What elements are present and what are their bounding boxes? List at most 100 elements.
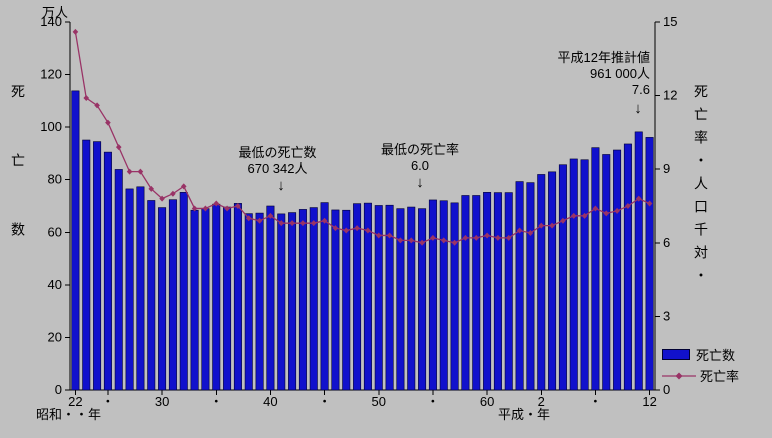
legend-deaths-label: 死亡数 <box>696 348 736 363</box>
annotation-min-rate: 最低の死亡率 6.0 <box>355 142 485 174</box>
rate-marker-icon <box>440 237 447 244</box>
left-axis-tick-label: 60 <box>48 224 62 239</box>
rate-marker-icon <box>332 225 339 232</box>
rate-marker-icon <box>386 232 393 239</box>
bar <box>298 209 307 391</box>
rate-marker-icon <box>148 185 155 192</box>
x-axis-tick-label: 60 <box>480 394 494 409</box>
bar <box>223 206 232 391</box>
right-axis-tick-label: 12 <box>663 88 677 103</box>
left-axis-tick-label: 80 <box>48 172 62 187</box>
annotation-min-deaths-title: 最低の死亡数 <box>238 145 317 160</box>
bar <box>537 174 546 391</box>
bar <box>374 205 383 391</box>
rate-marker-icon <box>278 220 285 227</box>
legend-line-swatch-icon <box>662 372 696 379</box>
bar <box>569 158 578 391</box>
rate-marker-icon <box>354 225 360 232</box>
x-axis-tick-label: ・ <box>101 394 114 409</box>
bar <box>125 188 134 391</box>
rate-marker-icon <box>126 168 133 175</box>
left-axis-tick-label: 0 <box>55 382 62 397</box>
x-axis-tick-label: 30 <box>155 394 169 409</box>
rate-marker-icon <box>646 200 653 207</box>
rate-marker-icon <box>321 217 328 224</box>
annotation-min-rate-arrow-icon: ↓ <box>416 174 424 191</box>
right-axis-tick-label: 15 <box>663 14 677 29</box>
rate-marker-icon <box>213 200 220 207</box>
bar <box>147 200 156 391</box>
rate-marker-icon <box>245 215 252 222</box>
rate-marker-icon <box>202 205 209 212</box>
rate-marker-icon <box>83 95 90 102</box>
rate-marker-icon <box>462 234 469 241</box>
rate-marker-icon <box>137 168 144 175</box>
rate-marker-icon <box>635 195 642 202</box>
rate-marker-icon <box>473 234 480 241</box>
bar <box>233 203 242 391</box>
bar <box>309 207 318 391</box>
rate-marker-icon <box>170 190 176 197</box>
x-axis-tick-label: ・ <box>210 394 223 409</box>
bar <box>255 212 264 391</box>
left-axis-tick-label: 140 <box>40 14 62 29</box>
rate-marker-icon <box>560 217 566 224</box>
rate-marker-icon <box>310 220 317 227</box>
rate-marker-icon <box>516 227 523 234</box>
bar <box>483 192 492 391</box>
rate-marker-icon <box>365 227 371 234</box>
bar <box>288 212 297 391</box>
rate-marker-icon <box>105 119 111 126</box>
rate-marker-icon <box>625 203 631 209</box>
bar <box>439 200 448 391</box>
bar <box>342 209 351 391</box>
annotation-h12-value: 961 000人 <box>590 66 650 81</box>
rate-marker-icon <box>603 210 610 217</box>
bar <box>591 147 600 391</box>
bar <box>82 139 91 391</box>
x-axis-era-heisei: 平成・年 <box>498 407 551 422</box>
bar <box>634 131 643 391</box>
annotation-h12-rate: 7.6 <box>631 82 650 97</box>
bar <box>93 141 102 391</box>
bar <box>353 203 362 391</box>
rate-marker-icon <box>419 239 425 246</box>
x-axis-tick-label: ・ <box>318 394 331 409</box>
legend-item-deaths: 死亡数 <box>662 344 770 365</box>
rate-marker-icon <box>115 144 122 151</box>
x-axis-tick-label: 2 <box>538 394 545 409</box>
bar <box>515 181 524 391</box>
annotation-h12-arrow-icon: ↓ <box>634 100 642 117</box>
annotation-min-deaths-value: 670 342人 <box>247 161 308 176</box>
bar <box>645 137 654 391</box>
legend-bar-swatch-icon <box>662 349 690 360</box>
rate-marker-icon <box>549 222 555 229</box>
rate-marker-icon <box>159 195 165 202</box>
rate-marker-icon <box>343 227 350 234</box>
rate-marker-icon <box>267 212 274 219</box>
bar <box>623 143 632 391</box>
bar <box>114 169 123 391</box>
rate-marker-icon <box>180 183 187 190</box>
bar <box>212 203 221 391</box>
bar <box>244 213 253 391</box>
bar <box>418 208 427 391</box>
rate-marker-icon <box>408 237 415 244</box>
left-axis-title: 死亡数 <box>10 84 26 291</box>
rate-marker-icon <box>430 234 436 241</box>
x-axis-tick-label: 22 <box>68 394 82 409</box>
rate-marker-icon <box>300 220 306 227</box>
x-axis-tick-label: ・ <box>589 394 602 409</box>
rate-marker-icon <box>256 217 263 224</box>
bar <box>450 202 459 391</box>
right-axis-tick-label: 9 <box>663 161 670 176</box>
bar <box>158 207 167 391</box>
rate-marker-icon <box>94 102 100 109</box>
bar <box>526 182 535 391</box>
x-axis-era-showa: 昭和・・年 <box>36 407 102 422</box>
rate-marker-icon <box>235 203 241 209</box>
left-axis-tick-label: 40 <box>48 277 62 292</box>
annotation-h12-estimate: 平成12年推計値 961 000人 7.6 <box>490 50 650 98</box>
left-axis-tick-label: 120 <box>40 67 62 82</box>
